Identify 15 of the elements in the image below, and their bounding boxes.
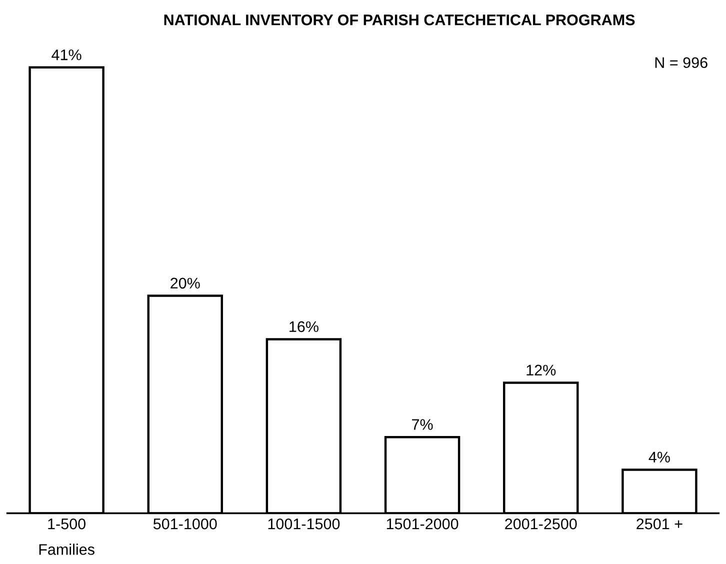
data-label: 4% [648,452,670,462]
chart-title: NATIONAL INVENTORY OF PARISH CATECHETICAL PROGRAMS [164,14,635,26]
data-label: 12% [526,364,556,376]
x-tick-label: 501-1000 [153,518,217,530]
x-tick-label: 1501-2000 [386,518,458,530]
x-axis-title: Families [39,544,94,555]
data-label: 7% [412,419,433,430]
data-label: 16% [290,321,318,332]
x-tick-label: 1001-1500 [268,518,340,530]
data-label: 41% [52,49,82,60]
data-label: 20% [170,278,200,289]
x-tick-label: 2501 + [636,518,682,530]
x-tick-label: 2001-2500 [505,518,577,530]
x-tick-label: 1-500 [48,518,86,530]
annotation: N = 996 [655,57,708,68]
